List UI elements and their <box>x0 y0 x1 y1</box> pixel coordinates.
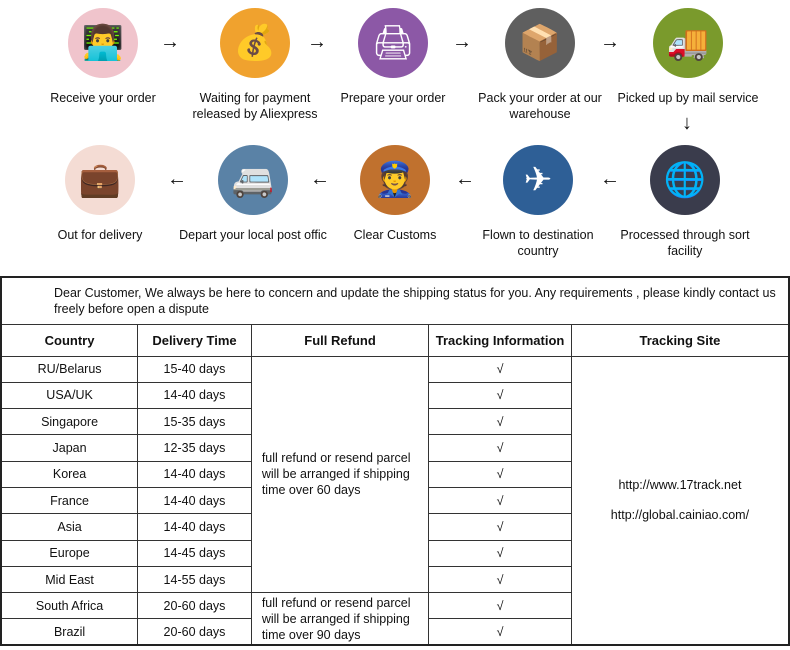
table-row: Brazil 20-60 days √ <box>0 618 789 646</box>
check-mark: √ <box>428 565 572 594</box>
country-cell: France <box>0 486 139 515</box>
arrow-right-icon: → <box>452 31 472 53</box>
table-row: RU/Belarus 15-40 days full refund or resen… <box>0 355 790 646</box>
country-cell: Brazil <box>0 618 139 646</box>
column-header: Country <box>0 323 139 357</box>
table-row: USA/UK 14-40 days √ <box>0 381 789 410</box>
truck-icon: 🚚 <box>653 8 723 78</box>
step-label: Processed through sort facility <box>620 228 750 258</box>
customer-notice: Dear Customer, We always be here to conc… <box>0 276 790 325</box>
globe-icon: 🌐 <box>650 145 720 215</box>
country-cell: Korea <box>0 460 139 488</box>
tracking-link[interactable]: http://www.17track.net <box>618 478 742 493</box>
step-label: Pack your order at our warehouse <box>478 91 602 121</box>
arrow-left-icon: ← <box>600 168 620 190</box>
step-label: Waiting for payment released by Aliexpre… <box>192 91 318 121</box>
arrow-right-icon: → <box>307 31 327 53</box>
arrow-left-icon: ← <box>167 168 187 190</box>
delivery-time-cell: 14-45 days <box>137 539 252 567</box>
step-label: Clear Customs <box>353 228 437 242</box>
column-header: Delivery Time <box>137 323 252 357</box>
shipping-table: Dear Customer, We always be here to conc… <box>0 276 790 647</box>
refund-cell: full refund or resend parcel will be arr… <box>250 355 430 594</box>
table-row: Asia 14-40 days √ <box>0 513 789 541</box>
check-mark: √ <box>428 408 572 436</box>
flow-step: 👮 Clear Customs <box>320 145 470 243</box>
customs-officer-icon: 👮 <box>360 145 430 215</box>
arrow-left-icon: ← <box>455 168 475 190</box>
delivery-time-cell: 14-40 days <box>137 486 252 515</box>
refund-cell: full refund or resend parcel will be arr… <box>250 592 430 646</box>
country-cell: USA/UK <box>0 381 139 410</box>
flow-step: 🚐 Depart your local post offic <box>178 145 328 243</box>
check-mark: √ <box>428 592 572 620</box>
check-mark: √ <box>428 513 572 541</box>
money-bag-icon: 💰 <box>220 8 290 78</box>
flow-step: 💼 Out for delivery <box>25 145 175 243</box>
flow-step: 💰 Waiting for payment released by Aliexpr… <box>180 8 330 122</box>
check-mark: √ <box>428 460 572 488</box>
step-label: Prepare your order <box>340 91 446 105</box>
check-mark: √ <box>428 486 572 515</box>
delivery-time-cell: 14-40 days <box>137 381 252 410</box>
arrow-down-icon: ↓ <box>682 112 692 134</box>
arrow-right-icon: → <box>600 31 620 53</box>
flow-step: 🌐 Processed through sort facility <box>610 145 760 259</box>
step-label: Receive your order <box>50 91 156 105</box>
column-header: Tracking Information <box>428 323 572 357</box>
step-label: Out for delivery <box>57 228 143 242</box>
delivery-time-cell: 20-60 days <box>137 618 252 646</box>
van-icon: 🚐 <box>218 145 288 215</box>
column-header: Tracking Site <box>570 323 790 357</box>
check-mark: √ <box>428 355 572 383</box>
flow-step: ✈ Flown to destination country <box>463 145 613 259</box>
tracking-link[interactable]: http://global.cainiao.com/ <box>610 508 750 523</box>
briefcase-icon: 💼 <box>65 145 135 215</box>
package-handler-icon: 📦 <box>505 8 575 78</box>
delivery-time-cell: 14-40 days <box>137 460 252 488</box>
country-cell: RU/Belarus <box>0 355 139 383</box>
arrow-left-icon: ← <box>310 168 330 190</box>
table-row: Europe 14-45 days √ <box>0 539 789 567</box>
person-at-desk-icon: 👨‍💻 <box>68 8 138 78</box>
check-mark: √ <box>428 539 572 567</box>
step-label: Depart your local post offic <box>179 228 327 242</box>
country-cell: Europe <box>0 539 139 567</box>
flow-step: 🖨 Prepare your order <box>318 8 468 106</box>
check-mark: √ <box>428 434 572 462</box>
tracking-sites: http://www.17track.net http://global.cain… <box>570 355 790 646</box>
country-cell: Singapore <box>0 408 139 436</box>
table-row: Japan 12-35 days √ <box>0 434 789 462</box>
arrow-right-icon: → <box>160 31 180 53</box>
delivery-time-cell: 14-55 days <box>137 565 252 594</box>
table-row: South Africa 20-60 days full refund or res… <box>0 592 789 646</box>
country-cell: Japan <box>0 434 139 462</box>
airplane-icon: ✈ <box>503 145 573 215</box>
flow-step: 👨‍💻 Receive your order <box>28 8 178 106</box>
flow-step: 📦 Pack your order at our warehouse <box>465 8 615 122</box>
flow-step: 🚚 Picked up by mail service <box>613 8 763 106</box>
delivery-time-cell: 15-35 days <box>137 408 252 436</box>
check-mark: √ <box>428 618 572 646</box>
country-cell: Asia <box>0 513 139 541</box>
delivery-time-cell: 20-60 days <box>137 592 252 620</box>
delivery-time-cell: 12-35 days <box>137 434 252 462</box>
step-label: Picked up by mail service <box>617 91 759 105</box>
check-mark: √ <box>428 381 572 410</box>
step-label: Flown to destination country <box>482 228 594 258</box>
column-header: Full Refund <box>250 323 430 357</box>
delivery-time-cell: 14-40 days <box>137 513 252 541</box>
country-cell: South Africa <box>0 592 139 620</box>
country-cell: Mid East <box>0 565 139 594</box>
printer-icon: 🖨 <box>358 8 428 78</box>
delivery-time-cell: 15-40 days <box>137 355 252 383</box>
table-row: Singapore 15-35 days √ <box>0 408 789 436</box>
